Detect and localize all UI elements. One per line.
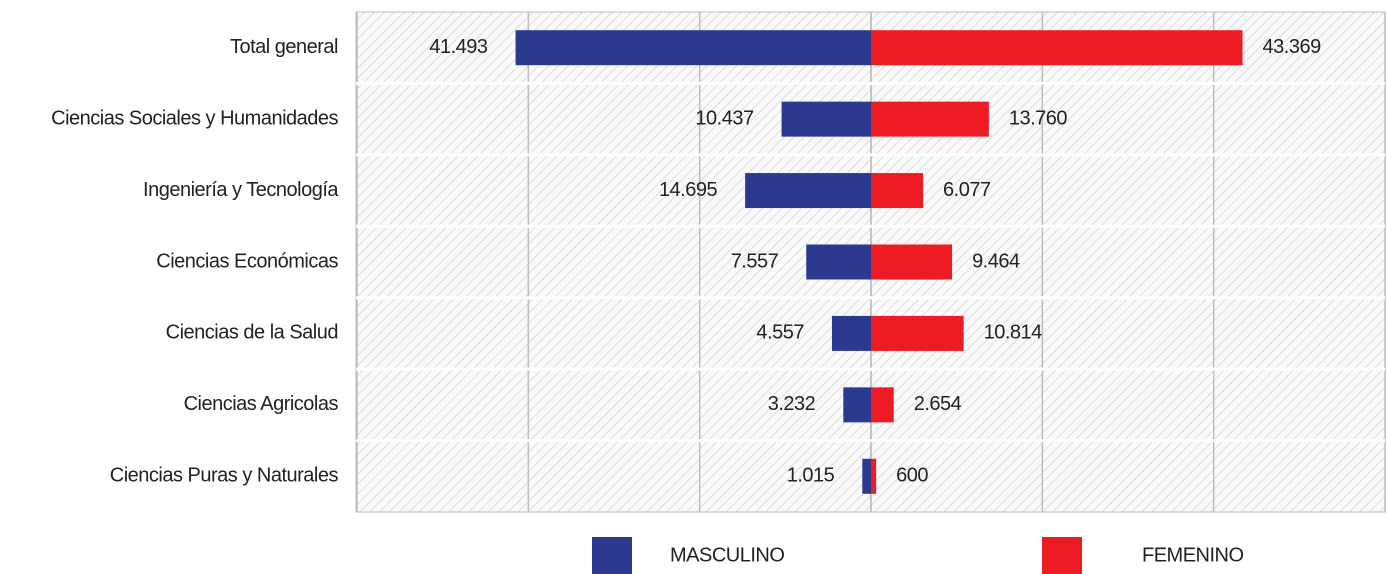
category-label: Total general [230,36,338,58]
bar [871,30,1243,66]
category-label: Ingeniería y Tecnología [143,179,339,201]
bar [871,101,989,137]
value-label: 600 [896,465,928,487]
value-label: 14.695 [659,179,718,201]
value-label: 3.232 [768,393,816,415]
value-label: 2.654 [914,393,962,415]
category-label: Ciencias de la Salud [166,322,338,344]
bar [806,244,871,280]
value-label: 10.814 [984,322,1043,344]
legend-swatch [592,537,632,574]
category-label: Ciencias Económicas [156,250,338,272]
bar [515,30,871,66]
value-label: 41.493 [429,36,488,58]
bar [862,458,871,494]
value-label: 7.557 [731,250,779,272]
bar [871,458,877,494]
bar [871,315,964,351]
value-label: 13.760 [1009,107,1068,129]
bar [871,173,924,209]
category-label: Ciencias Puras y Naturales [110,465,339,487]
value-label: 4.557 [756,322,804,344]
value-label: 10.437 [695,107,754,129]
value-label: 9.464 [972,250,1020,272]
bar [871,244,953,280]
category-label: Ciencias Sociales y Humanidades [51,107,338,129]
value-label: 6.077 [943,179,991,201]
bar [745,173,871,209]
value-label: 1.015 [787,465,835,487]
value-label: 43.369 [1263,36,1322,58]
bar [843,387,871,423]
legend-swatch [1042,537,1082,574]
category-label: Ciencias Agricolas [184,393,339,415]
bar [871,387,894,423]
legend-label: MASCULINO [670,544,784,566]
bar [781,101,871,137]
legend-label: FEMENINO [1142,544,1244,566]
bar [831,315,871,351]
